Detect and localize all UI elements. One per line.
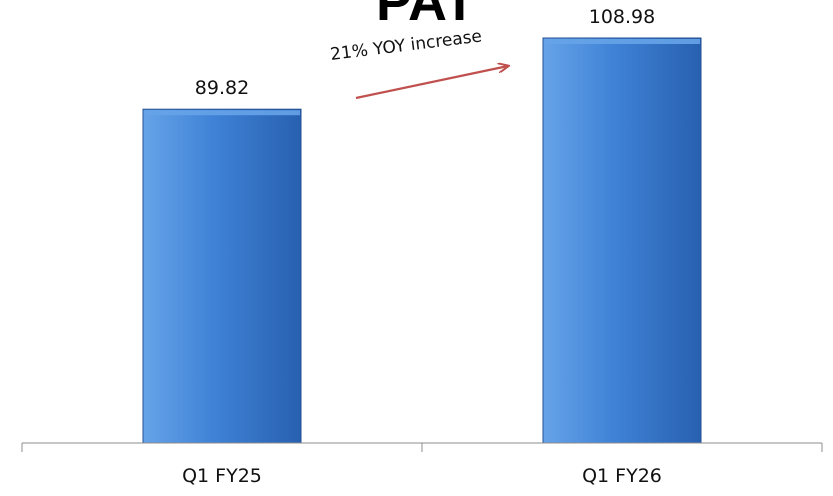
bars-group <box>142 37 702 444</box>
x-tick-label-1: Q1 FY25 <box>182 465 262 487</box>
x-axis-tick-labels: Q1 FY25 Q1 FY26 <box>182 465 662 487</box>
bar-2 <box>542 37 702 444</box>
data-label-1: 89.82 <box>195 77 249 99</box>
yoy-arrow <box>355 66 508 100</box>
x-tick-label-2: Q1 FY26 <box>582 465 662 487</box>
yoy-annotation: 21% YOY increase <box>329 27 483 65</box>
data-label-2: 108.98 <box>589 6 655 28</box>
x-axis-ticks <box>21 443 823 452</box>
data-labels-group: 89.82 108.98 <box>195 6 655 99</box>
bar-1 <box>142 108 302 444</box>
chart-title: PAT <box>376 0 476 32</box>
bar-1-top-highlight <box>144 110 300 116</box>
bar-2-top-highlight <box>544 39 700 44</box>
